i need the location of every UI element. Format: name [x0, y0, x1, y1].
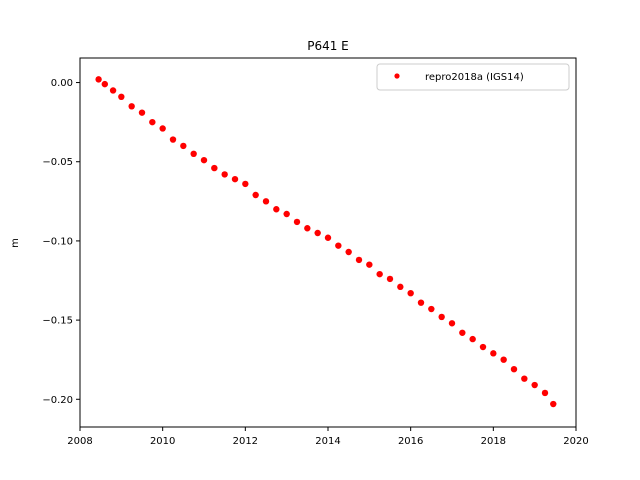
data-point [262, 198, 270, 205]
data-point [469, 335, 476, 343]
data-point [438, 313, 445, 321]
data-point [490, 350, 497, 357]
data-point [541, 389, 549, 397]
data-point [180, 142, 187, 150]
data-point [345, 248, 352, 256]
data-point [283, 210, 290, 218]
legend-marker [394, 73, 400, 79]
data-point [386, 275, 394, 283]
data-point [149, 118, 156, 126]
data-point [531, 381, 538, 389]
data-point [428, 305, 435, 313]
x-axis: 2008 2010 2012 2014 2016 2018 2020 [67, 427, 589, 447]
x-tick-label: 2012 [233, 436, 258, 447]
data-point [221, 171, 228, 178]
data-point [510, 366, 518, 373]
y-tick-label: −0.05 [42, 157, 73, 168]
data-point [273, 206, 280, 213]
y-axis-label: m [10, 238, 21, 248]
x-tick-label: 2020 [563, 436, 588, 447]
data-point [200, 156, 208, 164]
y-tick-label: −0.15 [42, 316, 73, 327]
data-point [101, 80, 109, 88]
data-point [324, 234, 332, 241]
data-point [252, 191, 259, 199]
data-point [211, 164, 218, 172]
chart-title: P641 E [307, 39, 349, 53]
x-tick-label: 2018 [481, 436, 506, 447]
data-point [169, 136, 177, 143]
data-point [550, 400, 557, 408]
data-point [109, 87, 117, 94]
data-point [448, 320, 456, 327]
data-point [128, 103, 135, 110]
x-tick-label: 2014 [315, 436, 340, 447]
y-axis: 0.00 −0.05 −0.10 −0.15 −0.20 [42, 78, 80, 406]
data-point [459, 329, 466, 336]
data-point [159, 125, 166, 132]
data-point [397, 283, 404, 291]
data-point [118, 93, 125, 101]
legend-label: repro2018a (IGS14) [425, 72, 524, 83]
legend-box [376, 63, 570, 91]
y-tick-label: −0.10 [42, 236, 73, 247]
data-point [355, 256, 363, 264]
data-point [293, 218, 301, 226]
x-tick-label: 2010 [150, 436, 175, 447]
data-point [314, 229, 321, 237]
y-tick-label: 0.00 [51, 78, 73, 89]
legend: repro2018a (IGS14) [376, 63, 570, 91]
data-point [190, 150, 197, 158]
data-point [304, 225, 311, 232]
data-point [231, 175, 239, 183]
data-point [242, 180, 249, 188]
data-point [500, 356, 507, 363]
data-point [521, 375, 528, 382]
data-point [95, 76, 102, 83]
plot-frame [79, 57, 577, 428]
data-point [335, 242, 342, 249]
data-point [376, 270, 383, 278]
x-tick-label: 2008 [67, 436, 92, 447]
y-tick-label: −0.20 [42, 395, 73, 406]
data-point [479, 343, 487, 351]
data-point [138, 109, 146, 116]
data-points [95, 76, 557, 408]
data-point [407, 289, 414, 297]
x-tick-label: 2016 [398, 436, 423, 447]
data-point [417, 299, 425, 306]
data-point [366, 261, 373, 268]
